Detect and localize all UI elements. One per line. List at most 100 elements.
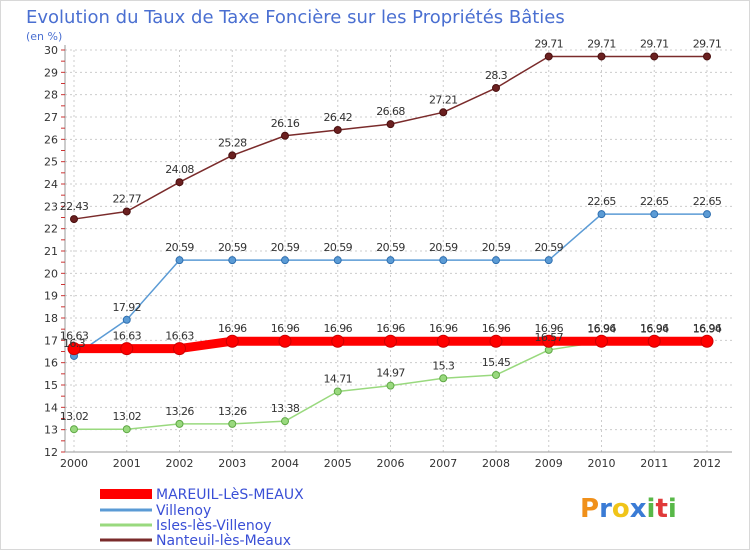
y-tick-label: 19 [44, 290, 58, 303]
y-tick-label: 25 [44, 156, 58, 169]
data-label: 16.96 [587, 322, 616, 335]
data-label: 20.59 [376, 241, 405, 254]
x-tick-label: 2008 [482, 457, 510, 470]
legend-swatch [100, 489, 152, 499]
data-point [225, 334, 239, 348]
data-label: 16.96 [482, 322, 511, 335]
logo-letter: i [668, 494, 677, 524]
chart-title: Evolution du Taux de Taxe Foncière sur l… [26, 7, 565, 28]
y-tick-label: 14 [44, 401, 58, 414]
data-label: 16.63 [165, 330, 194, 343]
data-point [439, 374, 448, 383]
y-tick-label: 24 [44, 178, 58, 191]
data-point [700, 334, 714, 348]
data-label: 29.71 [587, 37, 616, 50]
y-tick-label: 20 [44, 267, 58, 280]
data-point [386, 381, 395, 390]
y-tick-label: 27 [44, 111, 58, 124]
legend-label: Isles-lès-Villenoy [156, 518, 272, 534]
data-label: 25.28 [218, 136, 247, 149]
data-point [492, 83, 500, 92]
data-point [647, 334, 661, 348]
data-label: 29.71 [535, 37, 564, 50]
x-tick-label: 2004 [271, 457, 299, 470]
data-point [281, 256, 289, 265]
data-point [703, 210, 711, 219]
data-label: 16.3 [63, 337, 86, 350]
data-point [70, 215, 78, 224]
logo-letter: r [599, 494, 612, 524]
data-label: 22.65 [693, 195, 722, 208]
logo-letter: t [655, 494, 667, 524]
data-label: 13.02 [113, 410, 142, 423]
data-point [597, 210, 606, 219]
y-tick-label: 18 [44, 312, 58, 325]
data-label: 29.71 [640, 37, 669, 50]
data-point [489, 334, 503, 348]
axes: 12 13 14 15 16 17 18 19 20 21 22 23 24 25 26 27 28 29 30 20… [44, 44, 732, 470]
data-label: 20.59 [218, 241, 247, 254]
data-label: 16.96 [218, 322, 247, 335]
data-label: 22.65 [640, 195, 669, 208]
data-point [492, 370, 500, 379]
data-label: 16.96 [324, 322, 353, 335]
legend-label: Nanteuil-lès-Meaux [156, 533, 291, 549]
data-label: 13.02 [60, 410, 89, 423]
x-tick-label: 2002 [166, 457, 194, 470]
data-label: 16.96 [640, 322, 669, 335]
data-label: 16.63 [113, 330, 142, 343]
data-label: 16.96 [693, 322, 722, 335]
legend: MAREUIL-LèS-MEAUXVillenoyIsles-lès-Ville… [100, 487, 304, 549]
y-tick-label: 17 [44, 334, 58, 347]
data-label: 13.26 [218, 405, 247, 418]
data-label: 20.59 [535, 241, 564, 254]
data-label: 17.92 [113, 301, 142, 314]
data-label: 27.21 [429, 93, 458, 106]
data-point [175, 419, 184, 428]
data-point [331, 334, 345, 348]
x-tick-label: 2010 [588, 457, 616, 470]
logo-letter: x [630, 494, 647, 524]
data-label: 22.65 [587, 195, 616, 208]
data-label: 20.59 [165, 241, 194, 254]
y-tick-label: 30 [44, 44, 58, 57]
data-label: 24.08 [165, 163, 194, 176]
y-tick-label: 28 [44, 89, 58, 102]
data-label: 20.59 [429, 241, 458, 254]
x-tick-label: 2000 [60, 457, 88, 470]
x-tick-label: 2011 [640, 457, 668, 470]
data-label: 20.59 [482, 241, 511, 254]
data-point [122, 425, 131, 434]
data-label: 22.43 [60, 200, 89, 213]
data-point [542, 334, 556, 348]
data-point [120, 342, 134, 356]
x-tick-label: 2009 [535, 457, 563, 470]
data-label: 15.3 [432, 359, 455, 372]
y-tick-label: 21 [44, 245, 58, 258]
proxiti-logo: Proxiti [580, 494, 677, 524]
y-tick-label: 15 [44, 379, 58, 392]
data-point [544, 52, 553, 61]
data-label: 16.96 [376, 322, 405, 335]
data-label: 16.94 [587, 323, 616, 336]
series-group [67, 52, 714, 434]
data-label: 20.59 [324, 241, 353, 254]
y-tick-label: 29 [44, 66, 58, 79]
y-tick-label: 16 [44, 357, 58, 370]
data-point [333, 387, 342, 396]
data-point [595, 334, 608, 348]
data-point [384, 334, 397, 348]
data-label: 16.94 [640, 323, 669, 336]
x-tick-label: 2001 [113, 457, 141, 470]
data-label: 16.96 [429, 322, 458, 335]
data-label: 16.96 [535, 322, 564, 335]
data-point [175, 178, 184, 187]
x-tick-label: 2003 [218, 457, 246, 470]
data-point [439, 256, 448, 265]
data-label: 14.97 [376, 367, 405, 380]
data-label: 26.68 [376, 105, 405, 118]
data-label: 16.94 [693, 323, 722, 336]
x-tick-label: 2005 [324, 457, 352, 470]
data-label: 26.16 [271, 117, 300, 130]
